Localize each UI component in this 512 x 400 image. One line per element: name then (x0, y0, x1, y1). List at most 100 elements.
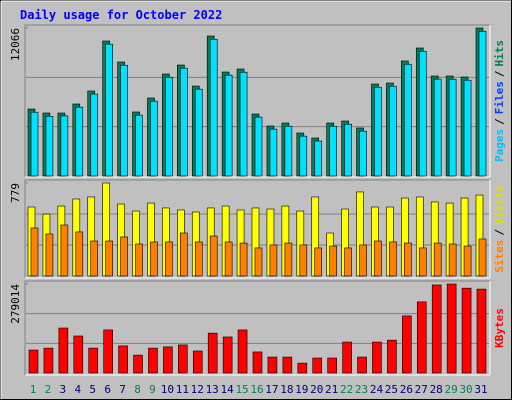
bar (374, 240, 382, 277)
x-tick-label: 2 (45, 383, 52, 396)
bar (478, 30, 487, 177)
bar (418, 247, 427, 277)
x-tick-label: 22 (340, 383, 353, 396)
x-tick-label: 10 (161, 383, 174, 396)
bar (463, 79, 472, 177)
legend-separator: / (493, 229, 506, 236)
bar (359, 244, 367, 277)
bar (329, 125, 337, 177)
bar (476, 288, 487, 374)
x-tick-label: 11 (176, 383, 189, 396)
x-tick-label: 4 (74, 383, 81, 396)
bar (448, 78, 457, 177)
x-tick-label: 9 (149, 383, 156, 396)
bar (75, 106, 84, 177)
bar (431, 284, 442, 374)
bar (165, 76, 173, 177)
legend-entry: Visits (493, 185, 506, 225)
bar (150, 100, 158, 177)
bar (269, 128, 278, 177)
legend: KBytes (493, 308, 506, 348)
bar (148, 347, 158, 374)
x-tick-label: 30 (459, 383, 472, 396)
bar (30, 111, 39, 177)
bar (374, 86, 382, 177)
chart-title: Daily usage for October 2022 (20, 8, 222, 22)
bar (90, 240, 99, 277)
y-tick-label: 279014 (9, 284, 22, 324)
bar (446, 283, 457, 374)
legend: Pages / Files / Hits (493, 40, 506, 162)
bar (389, 85, 397, 177)
bar (150, 241, 158, 277)
bar (254, 247, 263, 277)
x-tick-label: 19 (295, 383, 308, 396)
x-tick-label: 1 (30, 383, 37, 396)
bar (73, 335, 84, 374)
bar (207, 332, 218, 374)
bar (88, 347, 99, 374)
y-tick-label: 779 (9, 183, 22, 203)
bar (416, 301, 427, 374)
bar (105, 43, 113, 177)
bar (180, 232, 188, 277)
bar (120, 236, 128, 277)
bar (284, 242, 293, 277)
bar (402, 315, 412, 374)
x-tick-label: 3 (60, 383, 67, 396)
bar (45, 115, 54, 177)
bar (329, 245, 337, 277)
y-tick-label: 12066 (9, 28, 22, 61)
bar (387, 339, 397, 374)
legend: Sites / Visits (493, 185, 506, 273)
bar (299, 244, 308, 277)
x-tick-label: 17 (265, 383, 278, 396)
x-tick-label: 23 (355, 383, 368, 396)
x-tick-label: 20 (310, 383, 323, 396)
bar (433, 242, 442, 277)
x-tick-label: 26 (400, 383, 413, 396)
x-tick-label: 7 (119, 383, 126, 396)
bar (269, 244, 278, 277)
legend-entry: Sites (493, 240, 506, 273)
bar (299, 135, 308, 177)
bar (192, 350, 203, 374)
bar (239, 71, 248, 177)
bar (433, 78, 442, 177)
bar (389, 241, 397, 277)
bar (60, 115, 69, 177)
bar (75, 231, 84, 277)
bar (30, 227, 39, 277)
bar (359, 130, 367, 177)
bar (254, 116, 263, 177)
legend-entry: Pages (493, 129, 506, 162)
x-tick-label: 25 (385, 383, 398, 396)
bar (237, 329, 248, 374)
x-tick-label: 29 (445, 383, 458, 396)
bar (252, 351, 263, 374)
bar (448, 243, 457, 277)
x-tick-label: 16 (250, 383, 263, 396)
bar (418, 50, 427, 177)
bar (28, 349, 39, 374)
bar (342, 341, 352, 374)
bar (478, 238, 487, 277)
bar (404, 242, 412, 277)
x-tick-label: 18 (280, 383, 293, 396)
bar (178, 344, 188, 374)
x-tick-label: 14 (221, 383, 235, 396)
bar (163, 346, 173, 374)
bar (135, 243, 143, 277)
bar (224, 241, 233, 277)
bar (180, 67, 188, 177)
x-tick-label: 27 (415, 383, 428, 396)
bar (224, 74, 233, 177)
bar (60, 224, 69, 277)
x-tick-label: 31 (474, 383, 487, 396)
bar (222, 336, 233, 374)
legend-entry: Files (493, 81, 506, 114)
bar (284, 125, 293, 177)
bar (312, 357, 323, 374)
bar (58, 327, 69, 374)
legend-entry: KBytes (493, 308, 506, 348)
